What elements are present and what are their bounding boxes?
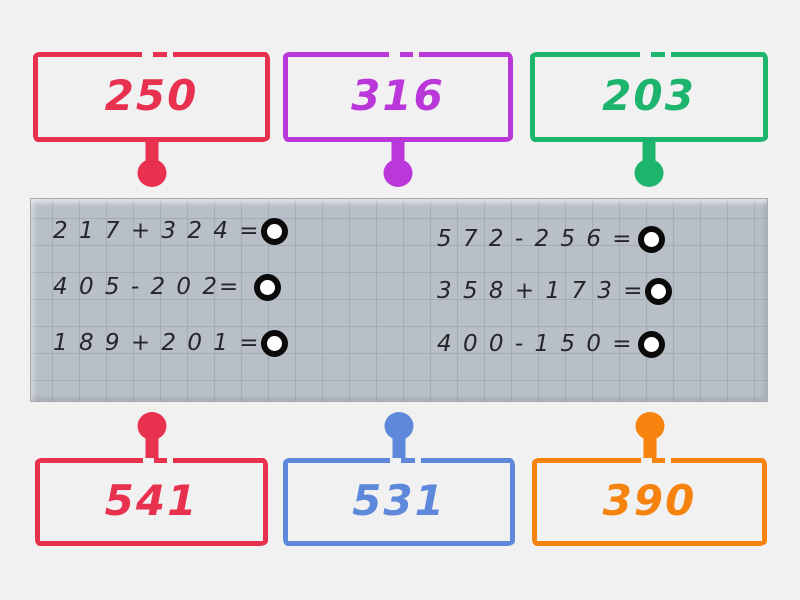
pin-stem xyxy=(145,137,158,165)
match-target[interactable] xyxy=(644,277,672,305)
pin-ball-icon xyxy=(383,159,413,187)
answer-card-box[interactable]: 531 xyxy=(283,458,515,546)
answer-card-label: 390 xyxy=(602,475,697,525)
answer-card-box[interactable]: 316 xyxy=(283,52,513,142)
equation-text: 4 0 0 - 1 5 0 = xyxy=(437,331,634,357)
answer-card-541[interactable]: 541 xyxy=(35,412,268,546)
equation-text: 5 7 2 - 2 5 6 = xyxy=(437,226,634,252)
answer-card-label: 250 xyxy=(104,70,199,120)
equation-text: 1 8 9 + 2 0 1 = xyxy=(53,330,261,356)
pin-stem xyxy=(145,432,158,463)
equation-row: 1 8 9 + 2 0 1 = xyxy=(53,329,288,357)
match-target[interactable] xyxy=(638,330,665,358)
equation-row: 5 7 2 - 2 5 6 = xyxy=(437,225,665,253)
answer-card-250[interactable]: 250 xyxy=(33,52,270,192)
pin-stem xyxy=(642,137,656,165)
answer-card-label: 316 xyxy=(351,70,445,120)
match-target[interactable] xyxy=(260,217,288,245)
answer-card-390[interactable]: 390 xyxy=(532,412,767,546)
equation-row: 4 0 5 - 2 0 2= xyxy=(53,273,281,301)
equation-text: 3 5 8 + 1 7 3 = xyxy=(437,278,645,304)
equation-row: 2 1 7 + 3 2 4 = xyxy=(53,217,288,245)
pin-stem xyxy=(643,432,656,463)
pin-stem xyxy=(391,137,405,165)
match-target[interactable] xyxy=(254,273,281,301)
answer-card-531[interactable]: 531 xyxy=(283,412,515,546)
pin-ball-icon xyxy=(634,159,664,187)
pin-stem xyxy=(392,432,406,463)
pin-ball-icon xyxy=(137,159,166,187)
answer-card-box[interactable]: 250 xyxy=(33,52,270,142)
answer-card-label: 203 xyxy=(602,70,696,120)
equation-row: 3 5 8 + 1 7 3 = xyxy=(437,277,672,305)
answer-card-label: 531 xyxy=(352,475,446,525)
equation-row: 4 0 0 - 1 5 0 = xyxy=(437,330,665,358)
answer-card-316[interactable]: 316 xyxy=(283,52,513,192)
match-target[interactable] xyxy=(638,225,665,253)
equation-text: 4 0 5 - 2 0 2= xyxy=(53,274,241,300)
answer-card-203[interactable]: 203 xyxy=(530,52,768,192)
answer-card-box[interactable]: 203 xyxy=(530,52,768,142)
answer-card-box[interactable]: 390 xyxy=(532,458,767,546)
answer-card-label: 541 xyxy=(104,475,199,525)
match-target[interactable] xyxy=(260,329,288,357)
answer-card-box[interactable]: 541 xyxy=(35,458,268,546)
worksheet-image: 2 1 7 + 3 2 4 = 4 0 5 - 2 0 2= 1 8 9 + 2… xyxy=(30,198,768,402)
equation-text: 2 1 7 + 3 2 4 = xyxy=(53,218,261,244)
